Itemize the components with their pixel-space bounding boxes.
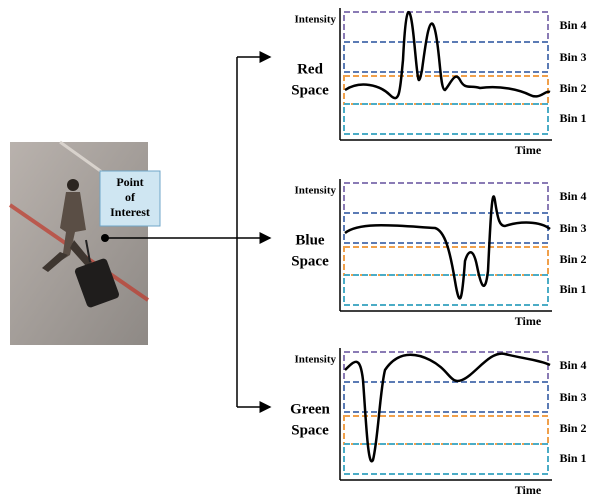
space-label: Blue: [295, 232, 325, 248]
y-axis-label: Intensity: [294, 14, 336, 26]
space-label: Red: [297, 61, 323, 77]
page: Point of Interest Intensity Time Red Space B…: [0, 0, 596, 495]
bin-band: [344, 104, 548, 134]
bin-label: Bin 2: [559, 421, 586, 435]
panel: Intensity Time Blue Space Bin 4 Bin 3 Bin 2 Bin…: [291, 179, 586, 328]
bin-band: [344, 416, 548, 444]
y-axis-label: Intensity: [294, 185, 336, 197]
bin-label: Bin 2: [559, 81, 586, 95]
panel: Intensity Time Green Space Bin 4 Bin 3 Bin 2 Bi…: [290, 348, 586, 495]
panel: Intensity Time Red Space Bin 4 Bin 3 Bin 2 Bin …: [291, 8, 586, 157]
bin-band: [344, 213, 548, 243]
signal-curve: [345, 12, 550, 98]
bin-label: Bin 3: [559, 390, 586, 404]
bin-label: Bin 1: [559, 111, 586, 125]
bin-label: Bin 2: [559, 252, 586, 266]
bin-band: [344, 42, 548, 72]
x-axis-label: Time: [515, 314, 542, 328]
diagram: Point of Interest Intensity Time Red Space B…: [0, 0, 596, 495]
y-axis-label: Intensity: [294, 354, 336, 366]
space-label: Green: [290, 401, 330, 417]
callout-text: Interest: [110, 205, 150, 219]
callout-text: Point: [116, 175, 143, 189]
bin-label: Bin 4: [559, 189, 586, 203]
space-label: Space: [291, 253, 329, 269]
x-axis-label: Time: [515, 483, 542, 495]
bin-label: Bin 4: [559, 18, 586, 32]
x-axis-label: Time: [515, 143, 542, 157]
bin-band: [344, 12, 548, 42]
bin-band: [344, 275, 548, 305]
bin-band: [344, 382, 548, 412]
callout-text: of: [125, 190, 136, 204]
bin-band: [344, 247, 548, 275]
bin-label: Bin 3: [559, 221, 586, 235]
signal-curve: [345, 354, 550, 462]
bin-label: Bin 3: [559, 50, 586, 64]
space-label: Space: [291, 422, 329, 438]
bin-band: [344, 183, 548, 213]
bin-label: Bin 1: [559, 282, 586, 296]
bin-label: Bin 1: [559, 451, 586, 465]
bin-label: Bin 4: [559, 358, 586, 372]
space-label: Space: [291, 82, 329, 98]
